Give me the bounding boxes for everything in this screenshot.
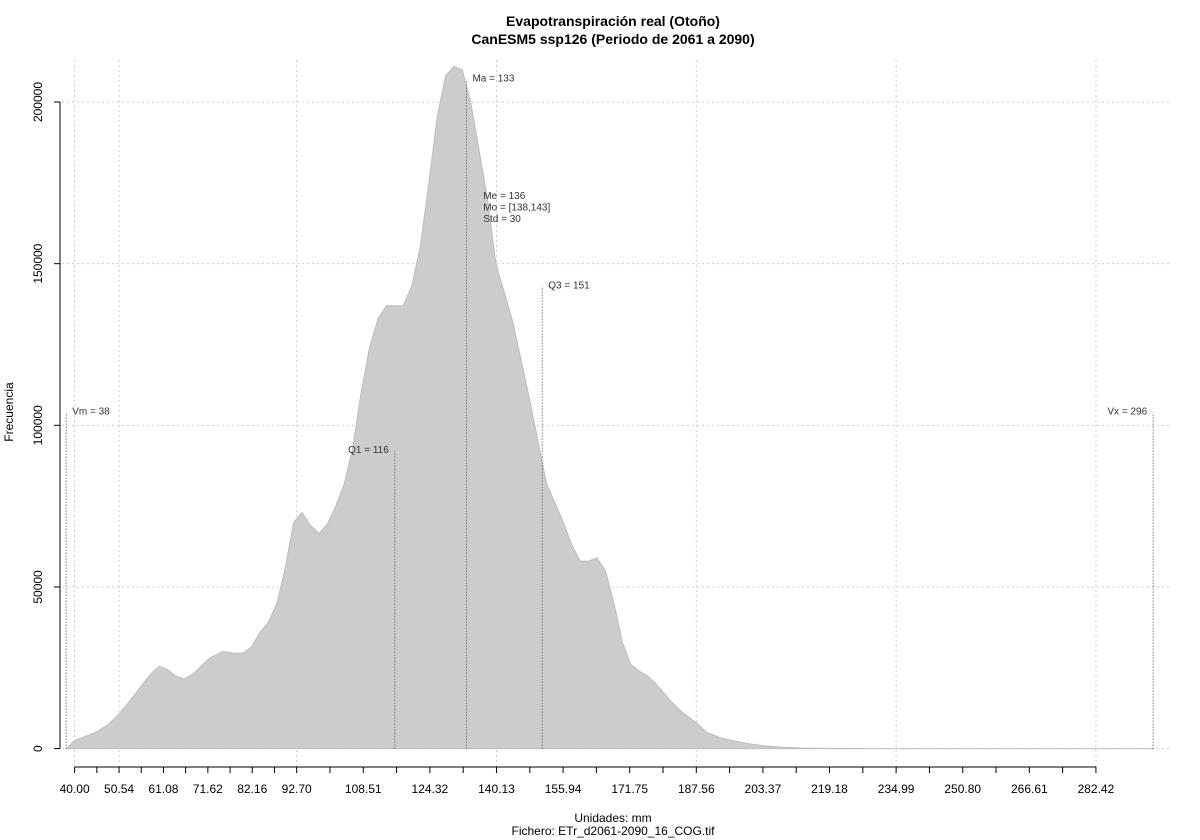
chart-title: Evapotranspiración real (Otoño) bbox=[506, 13, 720, 29]
x-tick-label: 50.54 bbox=[104, 782, 134, 796]
density-area bbox=[64, 65, 1154, 750]
x-tick-label: 266.61 bbox=[1011, 782, 1048, 796]
annotation-layer: Vm = 38 Q1 = 116 Ma = 133 Q3 = 151 Vx = 296 M… bbox=[65, 73, 1154, 749]
y-tick-label: 150000 bbox=[31, 243, 45, 283]
x-tick-label: 203.37 bbox=[745, 782, 782, 796]
stat-marker-label: Ma = 133 bbox=[472, 73, 514, 84]
x-tick-label: 155.94 bbox=[545, 782, 582, 796]
x-tick-label: 140.13 bbox=[478, 782, 515, 796]
y-tick-label: 0 bbox=[31, 745, 45, 752]
stat-marker-label: Vx = 296 bbox=[1107, 406, 1147, 417]
caption: Fichero: ETr_d2061-2090_16_COG.tif bbox=[512, 824, 716, 838]
stat-marker-label: Vm = 38 bbox=[72, 406, 110, 417]
x-tick-label: 40.00 bbox=[60, 782, 90, 796]
x-tick-label: 82.16 bbox=[237, 782, 267, 796]
x-tick-label: 71.62 bbox=[193, 782, 223, 796]
x-tick-label: 61.08 bbox=[148, 782, 178, 796]
x-tick-label: 108.51 bbox=[345, 782, 382, 796]
stats-box-line: Mo = [138,143] bbox=[483, 203, 550, 214]
x-tick-label: 219.18 bbox=[811, 782, 848, 796]
y-tick-label: 200000 bbox=[31, 82, 45, 122]
y-tick-label: 50000 bbox=[31, 570, 45, 604]
stat-marker-label: Q3 = 151 bbox=[548, 280, 590, 291]
x-tick-label: 250.80 bbox=[944, 782, 981, 796]
x-tick-label: 92.70 bbox=[282, 782, 312, 796]
chart-subtitle: CanESM5 ssp126 (Periodo de 2061 a 2090) bbox=[471, 31, 754, 47]
x-tick-label: 171.75 bbox=[611, 782, 648, 796]
x-tick-label: 124.32 bbox=[412, 782, 449, 796]
x-axis-label: Unidades: mm bbox=[574, 811, 651, 825]
x-tick-label: 282.42 bbox=[1078, 782, 1115, 796]
stat-marker-label: Q1 = 116 bbox=[348, 445, 389, 456]
x-tick-label: 234.99 bbox=[878, 782, 915, 796]
stats-box-line: Me = 136 bbox=[483, 191, 525, 202]
x-tick-label: 187.56 bbox=[678, 782, 715, 796]
y-tick-label: 100000 bbox=[31, 405, 45, 445]
stats-box-line: Std = 30 bbox=[483, 214, 521, 225]
y-axis-label: Frecuencia bbox=[2, 382, 16, 442]
axis-layer: 0 50000 100000 150000 200000 40.00 50.54 61.08 7… bbox=[31, 82, 1115, 796]
